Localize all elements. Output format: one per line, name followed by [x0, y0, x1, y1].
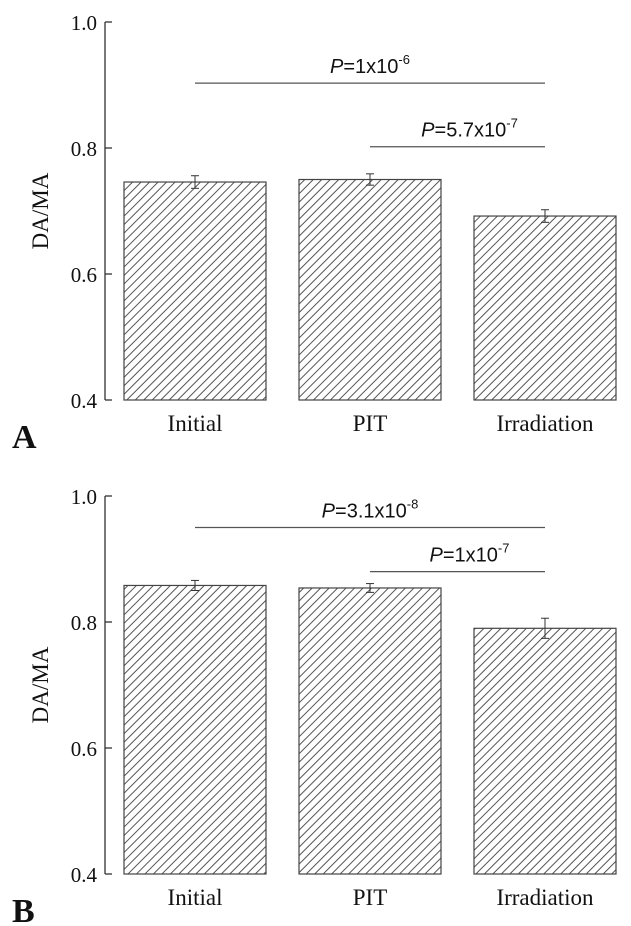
y-axis-label: DA/MA — [28, 646, 53, 723]
p-value-annotation: P=3.1x10-8 — [322, 497, 419, 523]
y-tick-label: 1.0 — [71, 11, 97, 35]
bar-initial — [123, 584, 267, 875]
y-tick-label: 1.0 — [71, 485, 97, 509]
x-tick-label: PIT — [353, 885, 388, 910]
y-tick-label: 0.6 — [71, 263, 97, 287]
x-tick-label: PIT — [353, 411, 388, 436]
p-value: =3.1x10 — [335, 501, 407, 523]
p-exponent: -7 — [498, 541, 510, 556]
y-tick-label: 0.4 — [71, 863, 98, 887]
x-tick-label: Irradiation — [496, 885, 594, 910]
p-exponent: -6 — [398, 52, 410, 67]
y-tick-label: 0.8 — [71, 611, 97, 635]
panel-label: A — [12, 419, 37, 456]
p-value-annotation: P=1x10-7 — [430, 541, 510, 567]
p-value-annotation: P=1x10-6 — [330, 52, 410, 78]
x-tick-label: Initial — [168, 885, 223, 910]
bar-irradiation — [473, 627, 617, 875]
bar-pit — [298, 587, 442, 875]
x-tick-label: Initial — [168, 411, 223, 436]
p-value-annotation: P=5.7x10-7 — [421, 116, 518, 142]
panel-label: B — [12, 893, 35, 926]
p-exponent: -7 — [506, 116, 518, 131]
p-exponent: -8 — [407, 497, 419, 512]
p-value: =1x10 — [443, 545, 498, 567]
x-tick-label: Irradiation — [496, 411, 594, 436]
bar-pit — [298, 178, 442, 401]
p-symbol: P — [330, 56, 344, 78]
y-axis-label: DA/MA — [28, 172, 53, 249]
p-symbol: P — [322, 501, 336, 523]
bar-irradiation — [473, 215, 617, 401]
y-tick-label: 0.8 — [71, 137, 97, 161]
bar-initial — [123, 181, 267, 401]
y-tick-label: 0.6 — [71, 737, 97, 761]
p-symbol: P — [430, 545, 444, 567]
p-value: =5.7x10 — [435, 120, 507, 142]
y-tick-label: 0.4 — [71, 389, 98, 413]
p-value: =1x10 — [343, 56, 398, 78]
p-symbol: P — [421, 120, 435, 142]
